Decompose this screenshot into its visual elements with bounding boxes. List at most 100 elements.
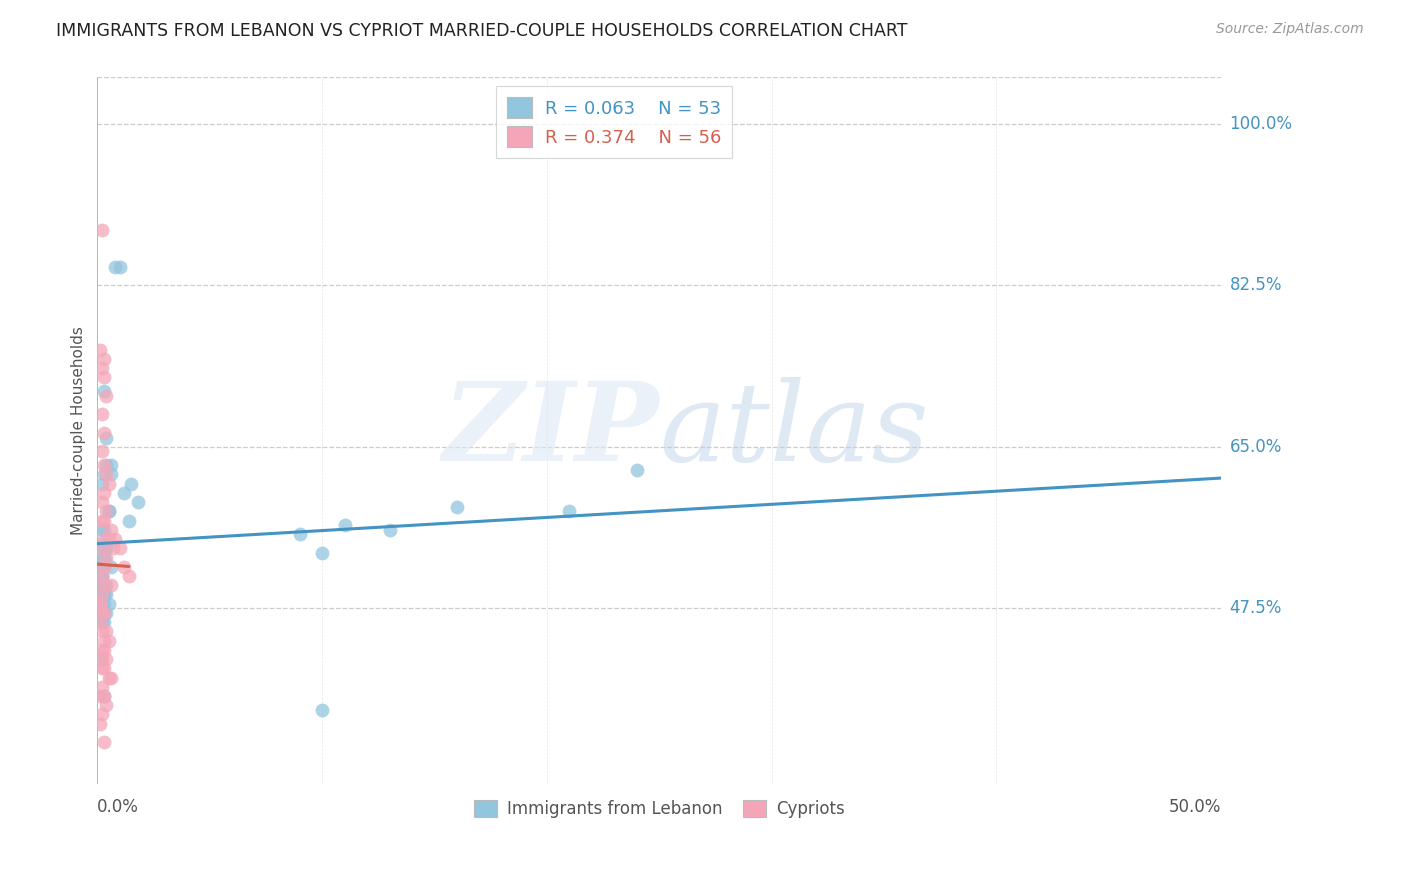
Point (108, 260, 131, 274)
Point (90, 652, 112, 666)
Point (90, 541, 112, 556)
Text: 47.5%: 47.5% (1230, 599, 1282, 617)
Point (90, 615, 112, 629)
Point (93, 550, 115, 565)
Point (93, 467, 115, 482)
Point (97, 597, 120, 611)
Point (93, 532, 115, 546)
Point (93, 559, 115, 574)
Point (104, 532, 127, 546)
Point (93, 384, 115, 399)
Text: 0.0%: 0.0% (97, 797, 139, 815)
Point (90, 569, 112, 583)
Point (90, 559, 112, 574)
Point (93, 559, 115, 574)
Point (120, 476, 142, 491)
Point (626, 463, 648, 477)
Point (90, 578, 112, 592)
Point (90, 523, 112, 537)
Point (446, 500, 468, 514)
Point (90, 444, 112, 458)
Point (93, 661, 115, 675)
Point (558, 504, 581, 518)
Point (100, 467, 122, 482)
Point (100, 458, 122, 473)
Text: atlas: atlas (659, 376, 929, 484)
Point (118, 569, 141, 583)
Point (90, 223, 112, 237)
Point (93, 370, 115, 384)
Point (97, 504, 120, 518)
Point (378, 523, 401, 537)
Point (96, 587, 118, 601)
Point (104, 260, 127, 274)
Point (90, 514, 112, 528)
Point (96, 698, 118, 713)
Point (97, 504, 120, 518)
Point (93, 633, 115, 648)
Text: 82.5%: 82.5% (1230, 277, 1282, 294)
Point (333, 518, 356, 533)
Point (89, 652, 111, 666)
Text: ZIP: ZIP (443, 376, 659, 484)
Point (100, 671, 122, 685)
Point (96, 652, 118, 666)
Point (288, 527, 311, 541)
Point (97, 633, 120, 648)
Point (96, 458, 118, 473)
Point (90, 597, 112, 611)
Point (112, 559, 135, 574)
Point (96, 504, 118, 518)
Point (90, 537, 112, 551)
Text: IMMIGRANTS FROM LEBANON VS CYPRIOT MARRIED-COUPLE HOUSEHOLDS CORRELATION CHART: IMMIGRANTS FROM LEBANON VS CYPRIOT MARRI… (56, 22, 908, 40)
Point (90, 361, 112, 376)
Point (93, 578, 115, 592)
Y-axis label: Married-couple Households: Married-couple Households (72, 326, 86, 535)
Point (93, 514, 115, 528)
Point (89, 597, 111, 611)
Point (96, 550, 118, 565)
Point (90, 661, 112, 675)
Text: Source: ZipAtlas.com: Source: ZipAtlas.com (1216, 22, 1364, 37)
Point (93, 352, 115, 367)
Point (93, 597, 115, 611)
Text: 65.0%: 65.0% (1230, 438, 1282, 456)
Point (89, 716, 111, 731)
Point (311, 546, 333, 560)
Point (96, 430, 118, 444)
Point (100, 523, 122, 537)
Point (89, 541, 111, 556)
Point (90, 680, 112, 694)
Point (89, 559, 111, 574)
Point (93, 587, 115, 601)
Point (93, 615, 115, 629)
Point (90, 476, 112, 491)
Point (89, 587, 111, 601)
Point (112, 486, 135, 500)
Point (97, 671, 120, 685)
Point (93, 606, 115, 620)
Point (90, 495, 112, 509)
Point (96, 467, 118, 482)
Point (100, 578, 122, 592)
Point (96, 606, 118, 620)
Point (96, 541, 118, 556)
Point (89, 343, 111, 357)
Point (101, 541, 124, 556)
Point (89, 615, 111, 629)
Point (93, 578, 115, 592)
Point (93, 606, 115, 620)
Point (93, 689, 115, 703)
Point (93, 523, 115, 537)
Legend: Immigrants from Lebanon, Cypriots: Immigrants from Lebanon, Cypriots (467, 793, 852, 825)
Point (90, 643, 112, 657)
Text: 50.0%: 50.0% (1168, 797, 1222, 815)
Point (89, 689, 111, 703)
Point (90, 408, 112, 422)
Point (96, 541, 118, 556)
Point (90, 569, 112, 583)
Point (97, 532, 120, 546)
Point (89, 597, 111, 611)
Point (97, 476, 120, 491)
Point (96, 389, 118, 403)
